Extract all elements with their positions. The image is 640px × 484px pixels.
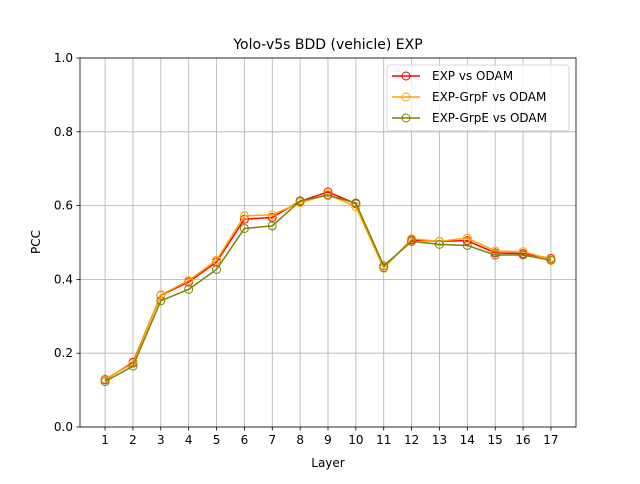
data-point (407, 234, 417, 244)
x-tick-label: 15 (488, 433, 503, 447)
data-point (267, 221, 277, 231)
legend-item: EXP-GrpE vs ODAM (392, 111, 547, 125)
legend-marker (401, 113, 411, 123)
data-point (267, 210, 277, 220)
data-point (295, 196, 305, 206)
data-point (462, 233, 472, 243)
x-tick-label: 16 (515, 433, 530, 447)
y-tick-label: 0.8 (54, 125, 73, 139)
data-point (351, 198, 361, 208)
series-3 (100, 190, 556, 387)
data-point (156, 296, 166, 306)
x-tick-label: 10 (348, 433, 363, 447)
y-tick-label: 0.0 (54, 420, 73, 434)
y-tick-label: 0.4 (54, 272, 73, 286)
x-tick-label: 2 (129, 433, 137, 447)
x-tick-label: 6 (241, 433, 249, 447)
x-tick-label: 4 (185, 433, 193, 447)
legend-item: EXP-GrpF vs ODAM (392, 90, 546, 104)
legend-item: EXP vs ODAM (392, 69, 513, 83)
data-point (212, 255, 222, 265)
legend-label: EXP-GrpF vs ODAM (432, 90, 546, 104)
data-point (434, 236, 444, 246)
series-group (100, 187, 556, 387)
data-point (239, 211, 249, 221)
x-tick-label: 14 (460, 433, 475, 447)
data-point (490, 250, 500, 260)
data-point (239, 223, 249, 233)
data-point (100, 377, 110, 387)
grid-lines (80, 57, 576, 428)
data-point (184, 276, 194, 286)
x-tick-label: 3 (157, 433, 165, 447)
chart-title: Yolo-v5s BDD (vehicle) EXP (232, 37, 422, 53)
data-point (379, 261, 389, 271)
y-tick-label: 0.2 (54, 346, 73, 360)
data-point (546, 255, 556, 265)
x-tick-label: 12 (404, 433, 419, 447)
y-tick-label: 1.0 (54, 51, 73, 65)
x-tick-label: 7 (268, 433, 276, 447)
legend-box (386, 64, 570, 132)
data-point (128, 359, 138, 369)
legend: EXP vs ODAM EXP-GrpF vs ODAM EXP-GrpE vs O… (386, 64, 570, 132)
x-tick-label: 1 (101, 433, 109, 447)
y-tick-label: 0.6 (54, 199, 73, 213)
data-point (323, 190, 333, 200)
data-point (407, 236, 417, 246)
data-point (434, 239, 444, 249)
x-tick-label: 5 (213, 433, 221, 447)
x-tick-label: 8 (296, 433, 304, 447)
x-tick-label: 13 (432, 433, 447, 447)
data-point (128, 361, 138, 371)
data-point (212, 264, 222, 274)
data-point (518, 250, 528, 260)
series-line (104, 194, 552, 383)
x-axis: 1 2 3 4 5 6 7 8 9 10 11 12 13 14 15 16 17 (101, 427, 559, 447)
data-point (184, 284, 194, 294)
x-axis-label: Layer (311, 456, 345, 470)
legend-label: EXP-GrpE vs ODAM (432, 111, 547, 125)
y-axis-label: PCC (29, 230, 43, 254)
data-point (156, 290, 166, 300)
data-point (462, 240, 472, 250)
legend-marker (401, 71, 411, 81)
legend-label: EXP vs ODAM (432, 69, 513, 83)
x-tick-label: 17 (543, 433, 558, 447)
x-tick-label: 11 (376, 433, 391, 447)
legend-marker (401, 92, 411, 102)
x-tick-label: 9 (324, 433, 332, 447)
y-axis: 0.0 0.2 0.4 0.6 0.8 1.0 (54, 51, 80, 434)
series-line (104, 191, 552, 381)
